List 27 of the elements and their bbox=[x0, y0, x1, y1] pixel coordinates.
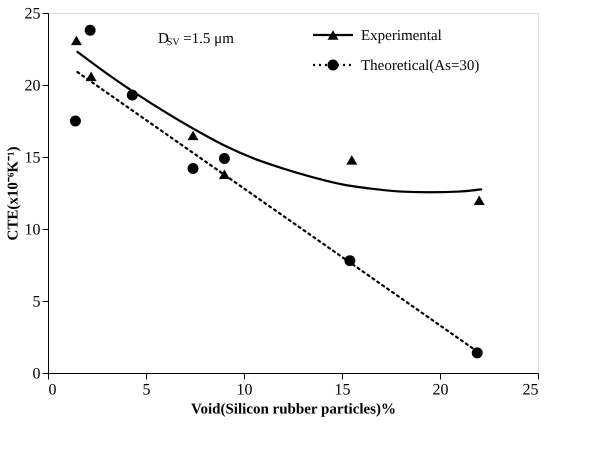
point bbox=[474, 195, 485, 205]
y-tick-label: 15 bbox=[24, 150, 40, 166]
point bbox=[188, 130, 199, 140]
y-tick-label: 10 bbox=[24, 222, 40, 238]
point bbox=[188, 163, 199, 174]
point bbox=[126, 90, 138, 101]
point bbox=[70, 116, 81, 126]
y-tick-label: 0 bbox=[32, 366, 40, 382]
y-tick-label: 5 bbox=[32, 294, 40, 310]
legend-label: Experimental bbox=[361, 28, 442, 44]
x-tick-label: 25 bbox=[522, 382, 538, 398]
y-tick-label: 20 bbox=[24, 78, 40, 94]
point bbox=[218, 152, 230, 164]
y-tick-label: 25 bbox=[24, 6, 40, 22]
point bbox=[70, 36, 82, 46]
point bbox=[84, 24, 96, 36]
x-tick-label: 10 bbox=[236, 382, 252, 398]
point bbox=[472, 347, 483, 358]
line-series bbox=[76, 50, 482, 194]
legend-label: Theoretical(As=30) bbox=[361, 58, 480, 74]
x-tick-label: 20 bbox=[432, 382, 448, 398]
point bbox=[346, 155, 358, 165]
x-tick-label: 0 bbox=[48, 382, 56, 398]
x-tick-label: 15 bbox=[334, 382, 350, 398]
x-tick-label: 5 bbox=[142, 382, 150, 398]
x-axis-title: Void(Silicon rubber particles)% bbox=[190, 402, 396, 418]
y-axis-title: CTE(x10⁻⁶K⁻¹) bbox=[6, 146, 22, 240]
